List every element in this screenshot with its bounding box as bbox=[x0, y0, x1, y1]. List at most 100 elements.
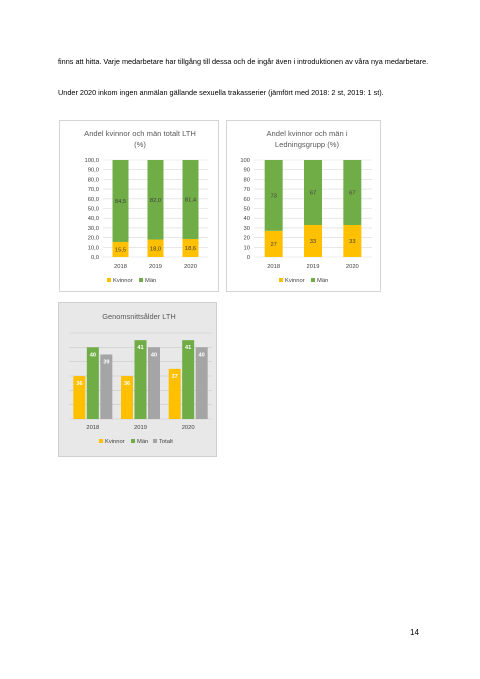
chart-gender-share-lth: Andel kvinnor och män totalt LTH (%) 0,0 10… bbox=[59, 120, 219, 292]
legend-label: Kvinnor bbox=[105, 439, 125, 445]
bar-man bbox=[182, 160, 199, 239]
legend-swatch bbox=[107, 278, 111, 282]
y-tick-label: 60,0 bbox=[88, 197, 99, 203]
page-number: 14 bbox=[410, 628, 419, 637]
y-tick-label: 10,0 bbox=[88, 245, 99, 251]
chart-gender-share-management: Andel kvinnor och män i Ledningsgrupp (%)… bbox=[226, 120, 381, 292]
data-label: 41 bbox=[185, 345, 191, 351]
y-tick-label: 70,0 bbox=[88, 187, 99, 193]
bar-kvinnor bbox=[112, 241, 129, 257]
data-label: 27 bbox=[270, 242, 276, 248]
bar-man bbox=[112, 160, 129, 242]
data-label: 36 bbox=[76, 381, 82, 387]
data-label: 67 bbox=[349, 190, 355, 196]
chart-title: Andel kvinnor och män i bbox=[266, 129, 347, 138]
data-label: 18,0 bbox=[150, 246, 161, 252]
legend-swatch bbox=[153, 439, 157, 443]
body-paragraph: finns att hitta. Varje medarbetare har t… bbox=[58, 57, 429, 66]
bar-totalt bbox=[148, 347, 160, 419]
data-label: 37 bbox=[172, 374, 178, 380]
y-tick-label: 90 bbox=[244, 168, 250, 174]
x-tick-label: 2019 bbox=[307, 264, 320, 270]
data-label: 18,6 bbox=[185, 246, 196, 252]
chart-title: Genomsnittsålder LTH bbox=[102, 312, 175, 321]
legend-label: Totalt bbox=[159, 439, 173, 445]
bar-kvinnor bbox=[343, 224, 362, 257]
legend-label: Kvinnor bbox=[113, 278, 133, 284]
x-tick-label: 2018 bbox=[86, 425, 99, 431]
y-tick-label: 0 bbox=[247, 255, 250, 261]
y-tick-label: 70 bbox=[244, 187, 250, 193]
legend-label: Män bbox=[137, 439, 148, 445]
bar-totalt bbox=[100, 354, 113, 419]
y-tick-label: 80,0 bbox=[88, 177, 99, 183]
y-tick-label: 100 bbox=[240, 158, 250, 164]
data-label: 84,5 bbox=[115, 199, 126, 205]
bar-man bbox=[134, 340, 147, 419]
bar-man bbox=[343, 160, 362, 225]
x-tick-label: 2019 bbox=[149, 264, 162, 270]
bar-kvinnor bbox=[182, 238, 199, 257]
x-tick-label: 2018 bbox=[114, 264, 127, 270]
y-tick-label: 0,0 bbox=[91, 255, 99, 261]
bar-man bbox=[304, 160, 322, 225]
y-tick-label: 20 bbox=[244, 236, 250, 242]
chart-average-age-lth: Genomsnittsålder LTH 36 40 39 2018 36 41 40 2019… bbox=[58, 302, 217, 457]
y-tick-label: 80 bbox=[244, 177, 250, 183]
chart-title: Andel kvinnor och män totalt LTH bbox=[84, 129, 196, 138]
legend-swatch bbox=[99, 439, 103, 443]
data-label: 40 bbox=[90, 352, 96, 358]
data-label: 40 bbox=[199, 352, 205, 358]
chart-title: (%) bbox=[134, 140, 146, 149]
data-label: 33 bbox=[310, 239, 316, 245]
bar-man bbox=[182, 340, 195, 419]
y-tick-label: 10 bbox=[244, 245, 250, 251]
legend-label: Män bbox=[145, 278, 156, 284]
bar-man bbox=[86, 347, 99, 419]
chart-gender-share-lth-svg: Andel kvinnor och män totalt LTH (%) 0,0 10… bbox=[84, 129, 208, 284]
legend-swatch bbox=[131, 439, 135, 443]
bar-totalt bbox=[195, 347, 208, 419]
data-label: 39 bbox=[103, 360, 109, 366]
legend-label: Kvinnor bbox=[285, 278, 305, 284]
bar-kvinnor bbox=[304, 224, 322, 257]
bar-kvinnor bbox=[121, 376, 133, 419]
y-tick-label: 100,0 bbox=[84, 158, 99, 164]
chart-title: Ledningsgrupp (%) bbox=[275, 140, 340, 149]
bar-man bbox=[264, 160, 283, 231]
y-tick-label: 20,0 bbox=[88, 236, 99, 242]
chart-gender-share-management-svg: Andel kvinnor och män i Ledningsgrupp (%)… bbox=[240, 129, 372, 284]
harassment-paragraph: Under 2020 inkom ingen anmälan gällande … bbox=[58, 88, 384, 97]
legend-swatch bbox=[139, 278, 143, 282]
bar-kvinnor bbox=[264, 230, 283, 257]
y-tick-label: 50 bbox=[244, 207, 250, 213]
data-label: 67 bbox=[310, 190, 316, 196]
legend-swatch bbox=[279, 278, 283, 282]
chart-average-age-lth-svg: Genomsnittsålder LTH 36 40 39 2018 36 41 40 2019… bbox=[69, 312, 212, 445]
data-label: 33 bbox=[349, 239, 355, 245]
data-label: 81,4 bbox=[185, 197, 197, 203]
legend-label: Män bbox=[317, 278, 328, 284]
y-tick-label: 30,0 bbox=[88, 226, 99, 232]
x-tick-label: 2018 bbox=[267, 264, 280, 270]
data-label: 82,0 bbox=[150, 198, 161, 204]
data-label: 15,5 bbox=[115, 247, 126, 253]
y-tick-label: 90,0 bbox=[88, 168, 99, 174]
y-tick-label: 60 bbox=[244, 197, 250, 203]
y-tick-label: 50,0 bbox=[88, 207, 99, 213]
x-tick-label: 2019 bbox=[134, 425, 147, 431]
data-label: 41 bbox=[137, 345, 143, 351]
x-tick-label: 2020 bbox=[184, 264, 197, 270]
legend-swatch bbox=[311, 278, 315, 282]
data-label: 73 bbox=[270, 193, 276, 199]
data-label: 40 bbox=[151, 352, 157, 358]
bar-man bbox=[147, 160, 164, 240]
y-tick-label: 30 bbox=[244, 226, 250, 232]
y-tick-label: 40,0 bbox=[88, 216, 99, 222]
y-tick-label: 40 bbox=[244, 216, 250, 222]
x-tick-label: 2020 bbox=[346, 264, 359, 270]
bar-kvinnor bbox=[147, 239, 164, 257]
bar-kvinnor bbox=[168, 368, 181, 419]
bar-kvinnor bbox=[73, 376, 86, 419]
x-tick-label: 2020 bbox=[182, 425, 195, 431]
